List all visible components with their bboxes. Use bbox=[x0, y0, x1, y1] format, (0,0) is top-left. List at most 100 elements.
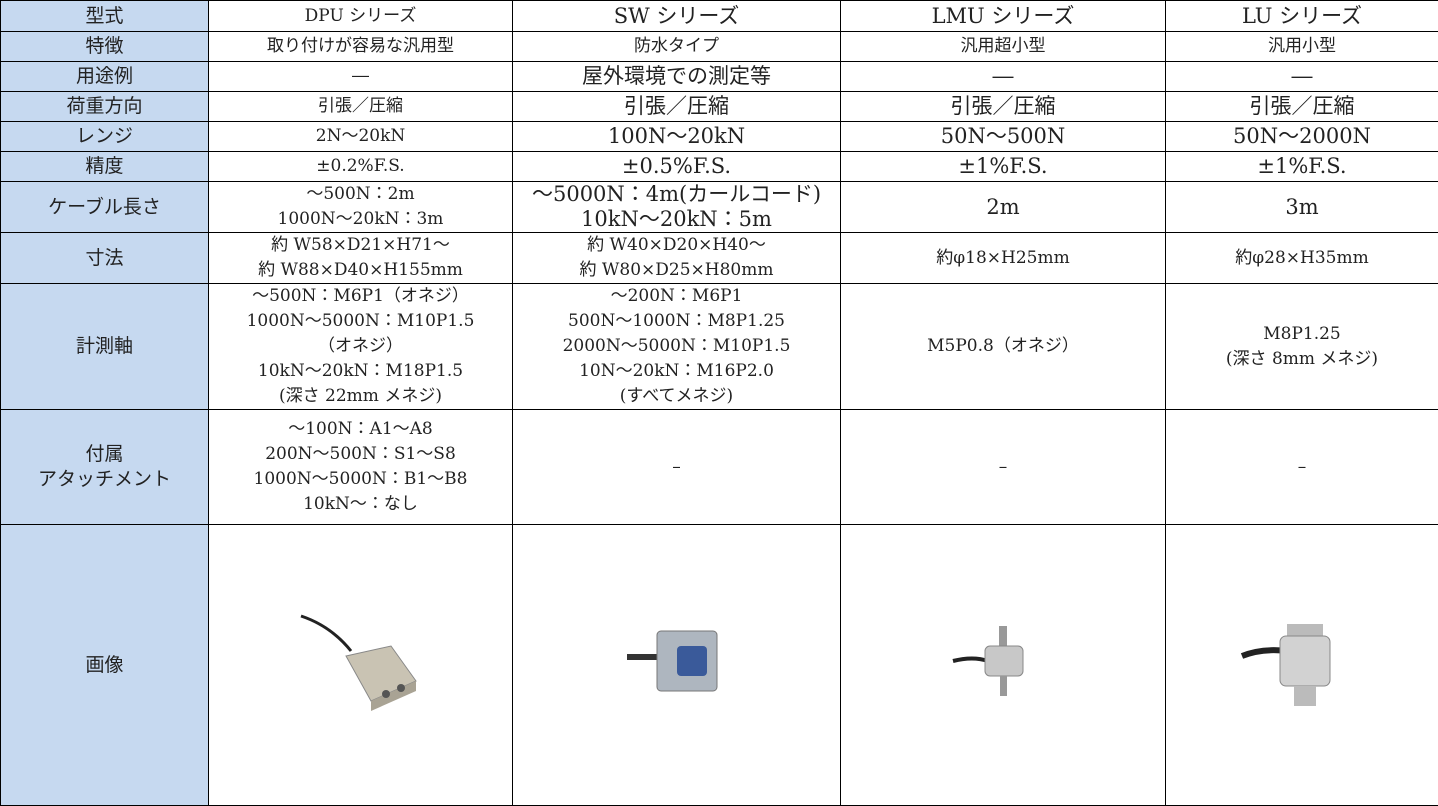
cell-line: 引張／圧縮 bbox=[845, 94, 1161, 119]
row-label: 付属アタッチメント bbox=[1, 410, 209, 525]
spec-cell: – bbox=[513, 410, 841, 525]
sensor-picture bbox=[1232, 606, 1372, 716]
cell-line: 画像 bbox=[5, 653, 204, 678]
cell-line: ±0.5%F.S. bbox=[517, 154, 836, 179]
cell-line: 約 W58×D21×H71～ bbox=[213, 233, 508, 258]
row-label: 用途例 bbox=[1, 62, 209, 92]
sensor-picture bbox=[291, 606, 431, 716]
spec-row: 荷重方向引張／圧縮引張／圧縮引張／圧縮引張／圧縮 bbox=[1, 92, 1438, 122]
cell-line: – bbox=[1170, 455, 1434, 480]
row-label: レンジ bbox=[1, 122, 209, 152]
cell-line: 約φ28×H35mm bbox=[1170, 246, 1434, 271]
cell-line: – bbox=[517, 455, 836, 480]
row-label: 荷重方向 bbox=[1, 92, 209, 122]
spec-cell: 2m bbox=[841, 182, 1166, 233]
cell-line: 約 W88×D40×H155mm bbox=[213, 258, 508, 283]
cell-line: 汎用小型 bbox=[1170, 34, 1434, 59]
cell-line: 50N～500N bbox=[845, 124, 1161, 149]
spec-row: 用途例―屋外環境での測定等―― bbox=[1, 62, 1438, 92]
spec-cell: 取り付けが容易な汎用型 bbox=[209, 32, 513, 62]
spec-cell: 引張／圧縮 bbox=[209, 92, 513, 122]
spec-cell: 屋外環境での測定等 bbox=[513, 62, 841, 92]
cell-line: 約 W80×D25×H80mm bbox=[517, 258, 836, 283]
spec-cell: 汎用小型 bbox=[1166, 32, 1438, 62]
cell-line: アタッチメント bbox=[5, 467, 204, 492]
spec-row: 計測軸～500N：M6P1（オネジ）1000N～5000N：M10P1.5（オネ… bbox=[1, 284, 1438, 410]
spec-cell: ±0.5%F.S. bbox=[513, 152, 841, 182]
cell-line: 100N～20kN bbox=[517, 124, 836, 149]
cell-line: 1000N～5000N：B1～B8 bbox=[213, 467, 508, 492]
cell-line: 精度 bbox=[5, 154, 204, 179]
header-cell: SW シリーズ bbox=[513, 1, 841, 32]
cell-line: 50N～2000N bbox=[1170, 124, 1434, 149]
cell-line: 1000N～20kN：3m bbox=[213, 207, 508, 232]
cell-line: (深さ 22mm メネジ) bbox=[213, 384, 508, 409]
cell-line: 計測軸 bbox=[5, 334, 204, 359]
spec-cell: ― bbox=[841, 62, 1166, 92]
cell-line: ～5000N：4m(カールコード) bbox=[517, 182, 836, 207]
cell-line: ～200N：M6P1 bbox=[517, 284, 836, 309]
row-label: 画像 bbox=[1, 525, 209, 806]
cell-line: 引張／圧縮 bbox=[517, 94, 836, 119]
cell-line: ±1%F.S. bbox=[845, 154, 1161, 179]
cell-line: 防水タイプ bbox=[517, 34, 836, 59]
row-label: 寸法 bbox=[1, 233, 209, 284]
spec-cell: ～5000N：4m(カールコード)10kN～20kN：5m bbox=[513, 182, 841, 233]
spec-cell: ― bbox=[209, 62, 513, 92]
row-label: 特徴 bbox=[1, 32, 209, 62]
spec-cell: 約 W58×D21×H71～約 W88×D40×H155mm bbox=[209, 233, 513, 284]
cell-line: ～500N：M6P1（オネジ） bbox=[213, 284, 508, 309]
cell-line: ― bbox=[213, 64, 508, 89]
cell-line: 約 W40×D20×H40～ bbox=[517, 233, 836, 258]
spec-cell: M8P1.25(深さ 8mm メネジ) bbox=[1166, 284, 1438, 410]
cell-line: 2N～20kN bbox=[213, 124, 508, 149]
spec-row: 精度±0.2%F.S.±0.5%F.S.±1%F.S.±1%F.S. bbox=[1, 152, 1438, 182]
cell-line: 200N～500N：S1～S8 bbox=[213, 442, 508, 467]
spec-row: 画像 bbox=[1, 525, 1438, 806]
cell-line: 2000N～5000N：M10P1.5 bbox=[517, 334, 836, 359]
cell-line: 屋外環境での測定等 bbox=[517, 64, 836, 89]
spec-cell: 50N～2000N bbox=[1166, 122, 1438, 152]
product-image bbox=[1166, 525, 1438, 806]
header-cell: DPU シリーズ bbox=[209, 1, 513, 32]
spec-cell: 100N～20kN bbox=[513, 122, 841, 152]
cell-line: ケーブル長さ bbox=[5, 195, 204, 220]
sensor-picture bbox=[933, 606, 1073, 716]
cell-line: 荷重方向 bbox=[5, 94, 204, 119]
cell-line: 寸法 bbox=[5, 246, 204, 271]
cell-line: 特徴 bbox=[5, 34, 204, 59]
cell-line: ― bbox=[1170, 64, 1434, 89]
header-cell: LMU シリーズ bbox=[841, 1, 1166, 32]
cell-line: 1000N～5000N：M10P1.5 bbox=[213, 309, 508, 334]
cell-line: ±0.2%F.S. bbox=[213, 154, 508, 179]
spec-cell: 約φ18×H25mm bbox=[841, 233, 1166, 284]
cell-line: 10kN～20kN：M18P1.5 bbox=[213, 359, 508, 384]
spec-cell: 汎用超小型 bbox=[841, 32, 1166, 62]
cell-line: 約φ18×H25mm bbox=[845, 246, 1161, 271]
row-label: ケーブル長さ bbox=[1, 182, 209, 233]
spec-row: レンジ 2N～20kN 100N～20kN 50N～500N 50N～2000N bbox=[1, 122, 1438, 152]
spec-cell: 50N～500N bbox=[841, 122, 1166, 152]
spec-cell: ±1%F.S. bbox=[841, 152, 1166, 182]
cell-line: 取り付けが容易な汎用型 bbox=[213, 34, 508, 59]
spec-cell: 約 W40×D20×H40～約 W80×D25×H80mm bbox=[513, 233, 841, 284]
cell-line: ～100N：A1～A8 bbox=[213, 417, 508, 442]
cell-line: 付属 bbox=[5, 442, 204, 467]
cell-line: 3m bbox=[1170, 195, 1434, 220]
cell-line: 引張／圧縮 bbox=[213, 94, 508, 119]
row-label: 計測軸 bbox=[1, 284, 209, 410]
cell-line: M5P0.8（オネジ） bbox=[845, 334, 1161, 359]
spec-cell: 3m bbox=[1166, 182, 1438, 233]
cell-line: (深さ 8mm メネジ) bbox=[1170, 347, 1434, 372]
cell-line: 用途例 bbox=[5, 64, 204, 89]
cell-line: レンジ bbox=[5, 124, 204, 149]
spec-cell: ～500N：M6P1（オネジ）1000N～5000N：M10P1.5（オネジ）1… bbox=[209, 284, 513, 410]
header-cell: LU シリーズ bbox=[1166, 1, 1438, 32]
spec-row: 特徴取り付けが容易な汎用型防水タイプ汎用超小型汎用小型 bbox=[1, 32, 1438, 62]
spec-cell: – bbox=[1166, 410, 1438, 525]
